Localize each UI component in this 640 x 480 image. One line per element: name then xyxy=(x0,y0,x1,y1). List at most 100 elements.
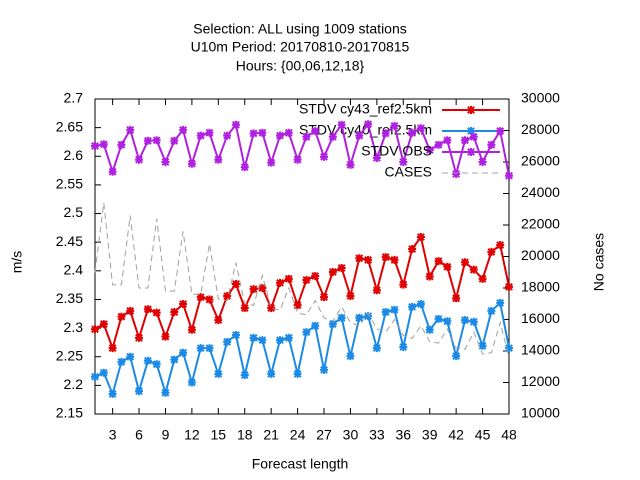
point-marker xyxy=(416,233,425,242)
point-marker xyxy=(214,155,223,164)
point-marker xyxy=(443,317,452,326)
series-line xyxy=(94,202,510,358)
point-marker xyxy=(240,371,249,380)
point-marker xyxy=(478,274,487,283)
point-marker xyxy=(275,336,284,345)
y-tick-label: 2.3 xyxy=(64,319,84,335)
point-marker xyxy=(249,285,258,294)
x-tick-label: 36 xyxy=(396,427,412,443)
point-marker xyxy=(505,344,513,353)
title-line: U10m Period: 20170810-20170815 xyxy=(191,39,410,55)
point-marker xyxy=(117,357,126,366)
point-marker xyxy=(152,360,161,369)
point-marker xyxy=(249,129,258,138)
y2-tick-label: 16000 xyxy=(521,310,560,326)
point-marker xyxy=(496,241,505,250)
legend-marker xyxy=(467,148,475,156)
point-marker xyxy=(293,301,302,310)
point-marker xyxy=(381,253,390,262)
y-tick-label: 2.55 xyxy=(56,176,83,192)
point-marker xyxy=(460,136,469,145)
point-marker xyxy=(337,313,346,322)
y2-tick-label: 18000 xyxy=(521,279,560,295)
point-marker xyxy=(135,387,144,396)
point-marker xyxy=(135,333,144,342)
x-tick-label: 24 xyxy=(290,427,306,443)
point-marker xyxy=(258,336,267,345)
y-tick-label: 2.7 xyxy=(64,90,84,106)
point-marker xyxy=(408,302,417,311)
point-marker xyxy=(267,304,276,313)
point-marker xyxy=(152,308,161,317)
point-marker xyxy=(231,330,240,339)
point-marker xyxy=(205,295,214,304)
point-marker xyxy=(478,158,487,166)
title-line: Hours: {00,06,12,18} xyxy=(236,58,365,74)
point-marker xyxy=(390,121,399,130)
point-marker xyxy=(135,155,144,164)
y-tick-label: 2.6 xyxy=(64,147,84,163)
point-marker xyxy=(275,131,284,140)
point-marker xyxy=(99,140,108,149)
point-marker xyxy=(328,267,337,276)
point-marker xyxy=(399,342,408,351)
legend-label: STDV OBS xyxy=(361,143,432,159)
point-marker xyxy=(267,369,276,378)
legend-marker xyxy=(467,106,475,114)
point-marker xyxy=(187,378,196,387)
y-tick-label: 2.15 xyxy=(56,405,83,421)
point-marker xyxy=(126,306,135,315)
point-marker xyxy=(311,321,320,330)
y-tick-label: 2.65 xyxy=(56,118,83,134)
point-marker xyxy=(328,320,337,329)
point-marker xyxy=(223,292,232,301)
point-marker xyxy=(302,328,311,337)
point-marker xyxy=(496,127,505,136)
point-marker xyxy=(425,325,434,334)
point-marker xyxy=(267,158,276,167)
point-marker xyxy=(205,128,214,137)
point-marker xyxy=(91,325,99,334)
point-marker xyxy=(346,292,355,301)
point-marker xyxy=(434,314,443,323)
point-marker xyxy=(161,388,170,397)
point-marker xyxy=(469,265,478,274)
point-marker xyxy=(443,136,452,145)
y-tick-label: 2.5 xyxy=(64,204,84,220)
point-marker xyxy=(487,306,496,315)
point-marker xyxy=(390,255,399,264)
y2-axis-label: No cases xyxy=(591,233,607,291)
point-marker xyxy=(143,356,152,365)
x-tick-label: 3 xyxy=(109,427,117,443)
point-marker xyxy=(293,155,302,164)
point-marker xyxy=(505,282,513,291)
y-tick-label: 2.2 xyxy=(64,376,84,392)
point-marker xyxy=(487,140,496,149)
point-marker xyxy=(214,316,223,325)
y2-tick-label: 20000 xyxy=(521,247,560,263)
point-marker xyxy=(258,284,267,292)
point-marker xyxy=(452,170,461,179)
point-marker xyxy=(275,278,284,287)
point-marker xyxy=(126,352,135,361)
point-marker xyxy=(91,141,99,150)
point-marker xyxy=(196,293,205,302)
point-marker xyxy=(240,163,249,172)
point-marker xyxy=(143,136,152,145)
point-marker xyxy=(161,158,170,166)
point-marker xyxy=(346,352,355,361)
point-marker xyxy=(179,348,188,357)
point-marker xyxy=(355,313,364,322)
point-marker xyxy=(187,159,196,168)
x-tick-label: 33 xyxy=(369,427,385,443)
point-marker xyxy=(408,245,417,254)
point-marker xyxy=(355,131,364,140)
point-marker xyxy=(320,365,329,374)
point-marker xyxy=(478,341,487,350)
point-marker xyxy=(284,128,293,137)
point-marker xyxy=(223,337,232,346)
y-tick-label: 2.4 xyxy=(64,262,84,278)
point-marker xyxy=(364,255,373,264)
y2-tick-label: 14000 xyxy=(521,342,560,358)
